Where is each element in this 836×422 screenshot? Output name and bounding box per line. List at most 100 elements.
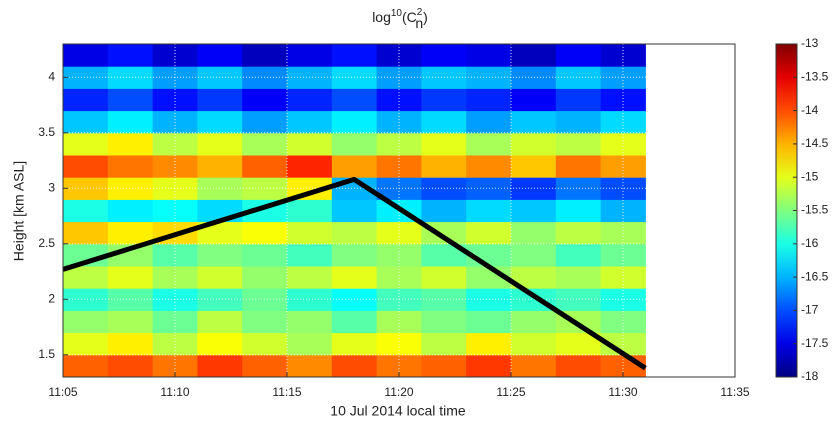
- heatmap-cell: [331, 88, 378, 112]
- heatmap-cell: [466, 332, 512, 356]
- y-tick-label: 2: [48, 291, 55, 305]
- heatmap-cell: [555, 243, 602, 267]
- heatmap-cell: [331, 332, 378, 356]
- x-tick-label: 11:10: [160, 385, 189, 399]
- plot-frame: [62, 43, 736, 378]
- heatmap-cell: [511, 132, 557, 156]
- heatmap-cell: [555, 266, 602, 289]
- heatmap-cell: [107, 44, 154, 67]
- heatmap-cell: [242, 332, 288, 356]
- heatmap-cell: [600, 88, 646, 112]
- heatmap-cell: [107, 177, 154, 200]
- heatmap-cell: [555, 66, 602, 89]
- title-part: ): [423, 9, 428, 25]
- heatmap-cell: [197, 288, 243, 311]
- heatmap-cell: [331, 155, 378, 178]
- heatmap-cell: [242, 354, 288, 378]
- heatmap-cell: [511, 221, 557, 245]
- heatmap-cell: [600, 243, 646, 267]
- heatmap-cell: [421, 354, 467, 378]
- heatmap-cell: [107, 66, 154, 89]
- colorbar-tick-label: -13.5: [801, 69, 829, 83]
- heatmap-cell: [555, 88, 602, 112]
- y-tick-label: 3.5: [38, 125, 55, 139]
- heatmap-cell: [466, 44, 512, 67]
- heatmap-cell: [331, 199, 378, 223]
- heatmap-cell: [421, 243, 467, 267]
- heatmap-cell: [152, 332, 198, 356]
- heatmap-cell: [63, 288, 109, 311]
- heatmap-cell: [152, 354, 198, 378]
- heatmap-cell: [197, 44, 243, 67]
- heatmap-cell: [63, 88, 109, 112]
- heatmap-cell: [63, 66, 109, 89]
- heatmap-cell: [197, 354, 243, 378]
- heatmap-cell: [466, 88, 512, 112]
- heatmap-cell: [63, 177, 109, 200]
- heatmap-cell: [466, 310, 512, 334]
- heatmap-cell: [555, 177, 602, 200]
- heatmap-cell: [511, 88, 557, 112]
- heatmap-cell: [63, 110, 109, 134]
- heatmap-cell: [421, 332, 467, 356]
- heatmap-cell: [555, 332, 602, 356]
- heatmap-cell: [152, 88, 198, 112]
- heatmap-cell: [107, 221, 154, 245]
- heatmap-cell: [466, 155, 512, 178]
- heatmap-cell: [555, 354, 602, 378]
- heatmap-cell: [287, 88, 333, 112]
- heatmap-cell: [466, 199, 512, 223]
- y-tick-label: 1.5: [38, 347, 55, 361]
- heatmap-cell: [287, 44, 333, 67]
- title-part: (C: [402, 9, 417, 25]
- heatmap-cell: [421, 221, 467, 245]
- heatmap-cell: [197, 110, 243, 134]
- colorbar-tick-label: -16.5: [801, 269, 829, 283]
- heatmap-cell: [466, 110, 512, 134]
- heatmap-cell: [331, 132, 378, 156]
- heatmap-cell: [600, 155, 646, 178]
- heatmap-cell: [331, 310, 378, 334]
- heatmap-cell: [287, 332, 333, 356]
- y-tick-label: 2.5: [38, 236, 55, 250]
- heatmap-cell: [152, 132, 198, 156]
- heatmap-cell: [152, 243, 198, 267]
- heatmap-cell: [555, 221, 602, 245]
- heatmap-cell: [376, 155, 422, 178]
- heatmap-cell: [466, 177, 512, 200]
- colorbar-tick-label: -15.5: [801, 203, 829, 217]
- heatmap-cell: [197, 243, 243, 267]
- heatmap-cell: [555, 44, 602, 67]
- x-tick-label: 11:30: [608, 385, 637, 399]
- x-tick-label: 11:35: [720, 385, 749, 399]
- heatmap-cell: [555, 288, 602, 311]
- heatmap-cell: [197, 310, 243, 334]
- heatmap-cell: [107, 199, 154, 223]
- title-part: n: [415, 15, 423, 31]
- heatmap-cell: [600, 221, 646, 245]
- heatmap-cell: [511, 66, 557, 89]
- heatmap-cell: [197, 332, 243, 356]
- heatmap-cell: [287, 155, 333, 178]
- colorbar-tick-label: -15: [801, 169, 819, 183]
- heatmap-cell: [511, 44, 557, 67]
- heatmap-cell: [466, 354, 512, 378]
- heatmap-cell: [197, 221, 243, 245]
- heatmap-cell: [376, 310, 422, 334]
- heatmap-cell: [63, 155, 109, 178]
- heatmap-cell: [287, 243, 333, 267]
- heatmap-cell: [242, 44, 288, 67]
- title-part: log: [372, 9, 391, 25]
- x-axis-label: 10 Jul 2014 local time: [330, 403, 466, 419]
- heatmap-cell: [242, 266, 288, 289]
- heatmap-cell: [600, 44, 646, 67]
- heatmap-cell: [107, 132, 154, 156]
- heatmap-cell: [421, 310, 467, 334]
- heatmap-cell: [555, 199, 602, 223]
- heatmap-cell: [152, 199, 198, 223]
- heatmap-cell: [197, 66, 243, 89]
- heatmap-cell: [107, 288, 154, 311]
- heatmap-cell: [63, 332, 109, 356]
- x-tick-label: 11:20: [384, 385, 413, 399]
- heatmap-cell: [152, 110, 198, 134]
